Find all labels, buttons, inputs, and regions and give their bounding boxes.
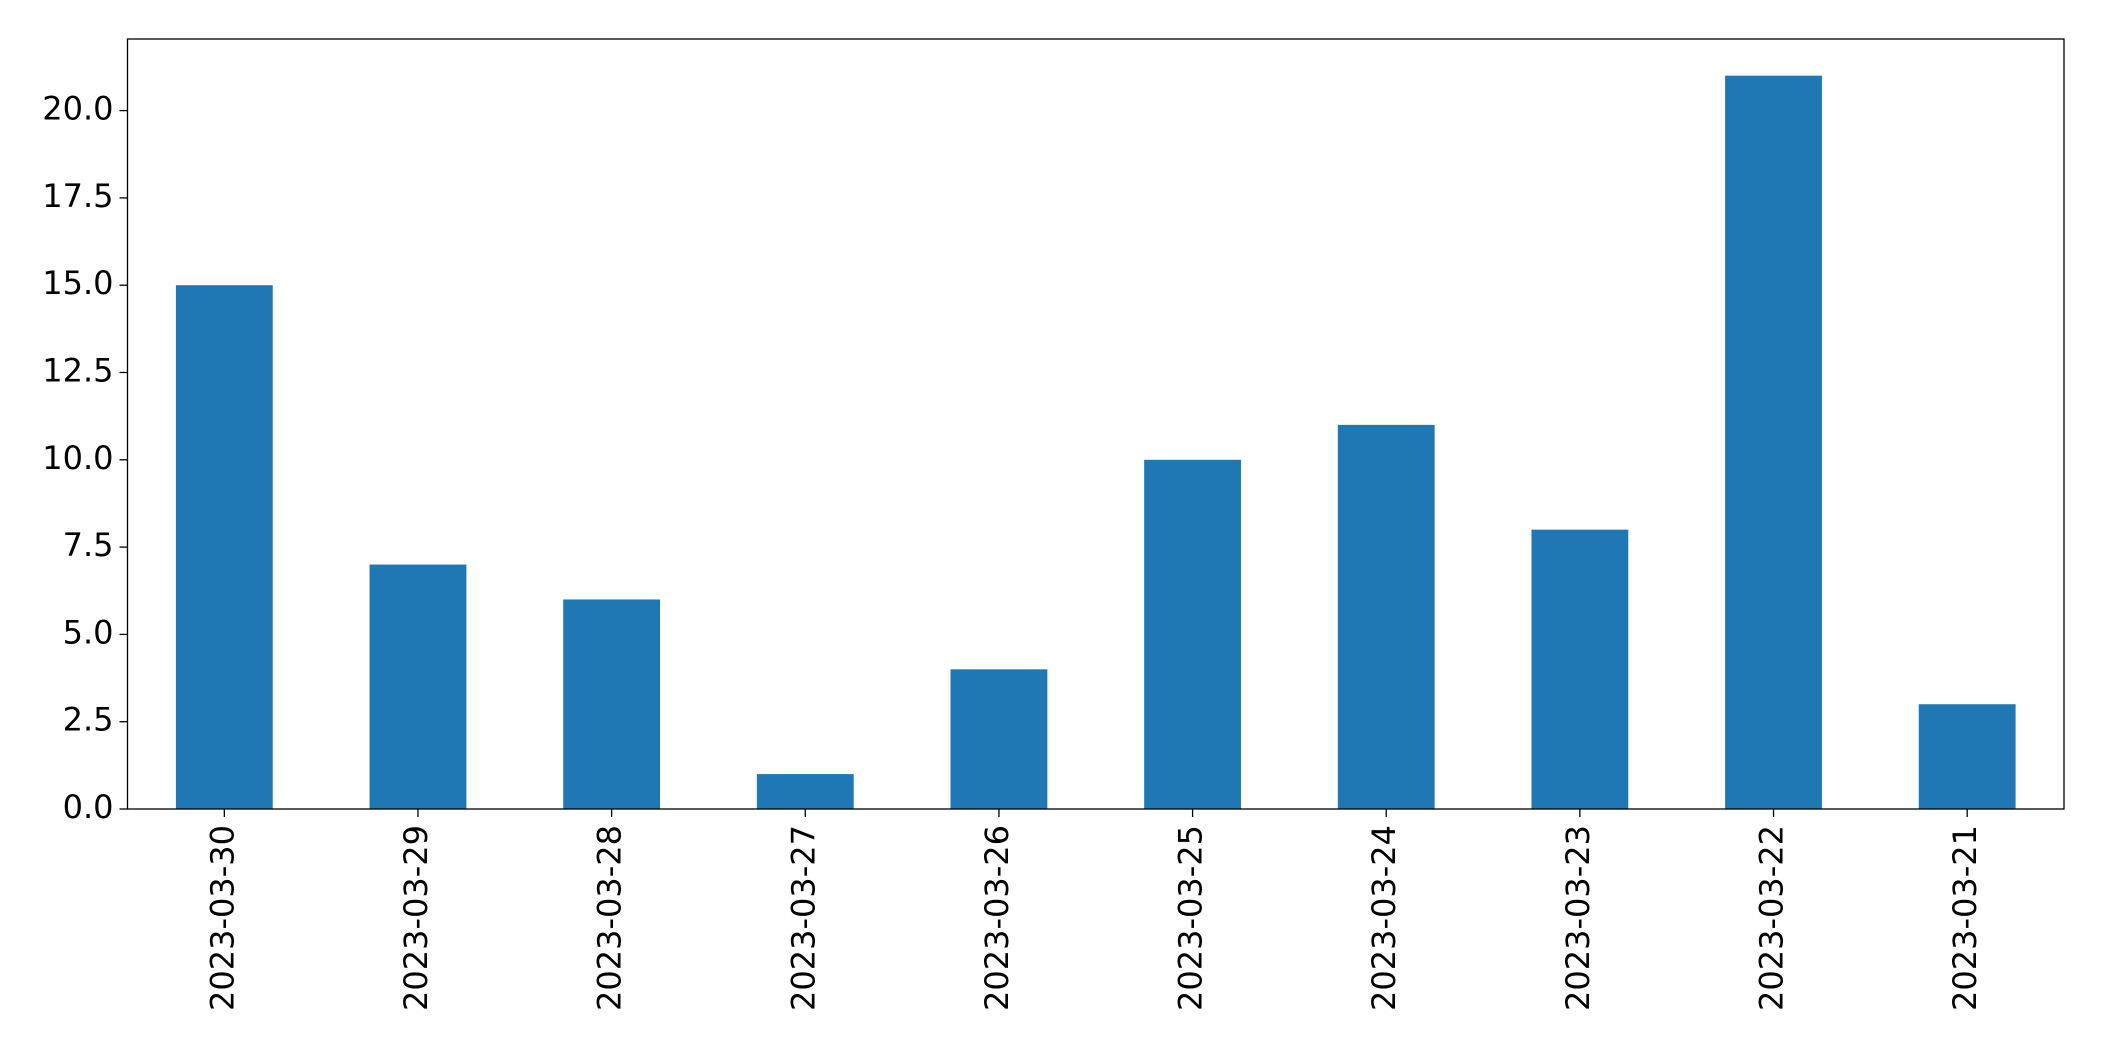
- bar: [756, 774, 854, 809]
- bar: [1918, 704, 2016, 809]
- y-tick-label: 15.0: [42, 264, 113, 302]
- bar: [1337, 424, 1435, 809]
- x-tick-label: 2023-03-22: [1753, 825, 1791, 1011]
- x-tick-label: 2023-03-23: [1559, 825, 1597, 1011]
- y-tick-label: 12.5: [42, 351, 113, 389]
- x-tick-label: 2023-03-24: [1365, 825, 1403, 1011]
- x-tick-label: 2023-03-26: [978, 825, 1016, 1011]
- x-tick-label: 2023-03-25: [1172, 825, 1210, 1011]
- y-tick-label: 5.0: [63, 613, 114, 651]
- x-tick-label: 2023-03-28: [591, 825, 629, 1011]
- y-tick-label: 17.5: [42, 177, 113, 215]
- bar: [1144, 459, 1241, 809]
- x-tick-label: 2023-03-21: [1946, 825, 1984, 1011]
- x-tick-label: 2023-03-29: [397, 825, 435, 1011]
- bar: [175, 285, 273, 809]
- x-tick-label: 2023-03-27: [784, 825, 822, 1011]
- plot-frame: [126, 38, 2065, 810]
- bar: [950, 669, 1048, 809]
- bar: [1725, 75, 1822, 809]
- bar: [369, 564, 467, 809]
- y-tick-label: 0.0: [63, 788, 114, 826]
- y-tick-label: 2.5: [63, 701, 114, 739]
- bar: [563, 599, 661, 809]
- bar: [1531, 529, 1629, 809]
- x-tick-label: 2023-03-30: [203, 825, 241, 1011]
- y-tick-label: 10.0: [42, 439, 113, 477]
- y-tick-label: 20.0: [42, 90, 113, 128]
- y-tick-label: 7.5: [63, 526, 114, 564]
